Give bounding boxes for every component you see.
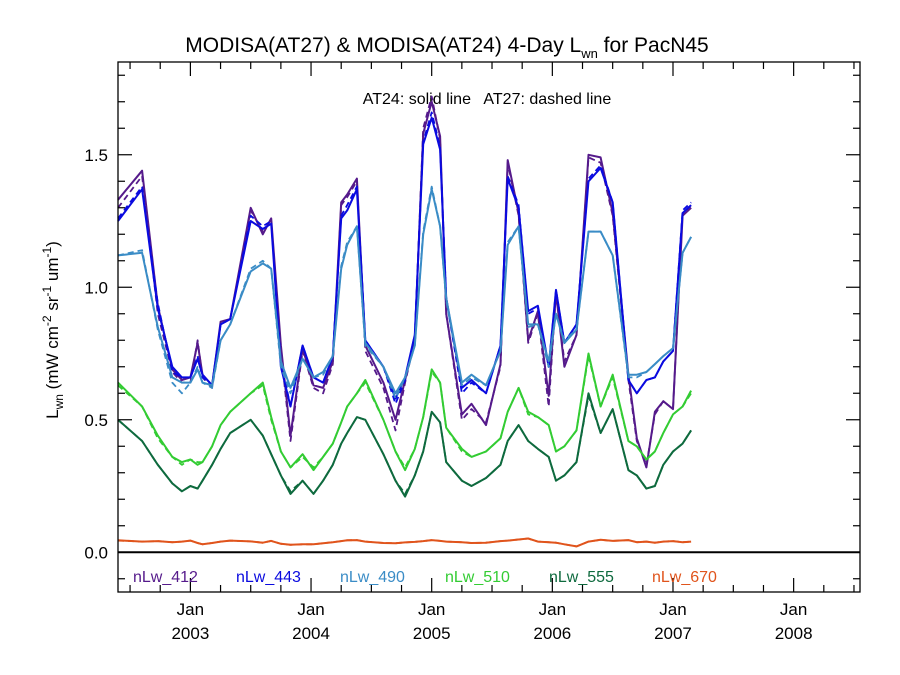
series-nLw_443-dashed-line (117, 111, 692, 408)
series-nLw_555-dashed-line (117, 394, 692, 495)
series-nLw_443-solid-line (117, 116, 692, 408)
y-tick-label: 0.0 (84, 543, 108, 562)
legend-nLw_510: nLw_510 (445, 569, 510, 586)
plot-lines (117, 95, 692, 548)
y-axis-label: Lwn (mW cm-2 sr-1 um-1) (40, 241, 66, 419)
x-tick-label-year: 2006 (533, 624, 571, 643)
chart-title-part1: MODISA(AT27) & MODISA(AT24) 4-Day L (185, 34, 581, 57)
y-tick-label: 1.0 (84, 278, 108, 297)
legend-nLw_555: nLw_555 (549, 569, 614, 586)
series-nLw_490-solid-line (117, 188, 692, 395)
series-nLw_412-dashed-line (117, 95, 692, 466)
x-tick-label-month: Jan (780, 600, 807, 619)
series-nLw_510-solid-line (117, 352, 692, 472)
series-nLw_490-dashed-line (117, 185, 692, 400)
x-tick-label-month: Jan (539, 600, 566, 619)
y-tick-label: 0.5 (84, 411, 108, 430)
series-nLw_510-dashed-line (117, 355, 692, 469)
chart-title-part2: for PacN45 (598, 34, 709, 57)
y-axis-label-units-mid2: um (43, 257, 62, 285)
series-nLw_670-dashed-line (117, 537, 692, 548)
y-axis-label-exp1: -2 (40, 315, 54, 326)
plot-frame (117, 61, 861, 593)
y-axis-label-sub: wn (52, 394, 66, 410)
x-tick-label-month: Jan (418, 600, 445, 619)
y-axis-label-exp3: -1 (40, 246, 54, 257)
x-tick-label-year: 2008 (775, 624, 813, 643)
series-nLw_412-solid-line (117, 100, 692, 469)
x-tick-label-year: 2004 (292, 624, 330, 643)
line-style-annotation: AT24: solid line AT27: dashed line (363, 91, 612, 108)
axes: 0.0 0.5 1.0 1.5 Jan 2003 Jan 2004 Jan 2005 Jan 2006… (84, 61, 861, 643)
chart-title-sub: wn (580, 46, 598, 61)
x-tick-label-year: 2005 (413, 624, 451, 643)
y-axis-label-main: L (43, 409, 62, 418)
x-tick-label-year: 2007 (654, 624, 692, 643)
x-tick-label-month: Jan (297, 600, 324, 619)
y-axis-label-units-mid: sr (43, 296, 62, 315)
legend-nLw_490: nLw_490 (340, 569, 405, 586)
y-axis-label-units-end: ) (43, 241, 62, 247)
x-tick-label-year: 2003 (171, 624, 209, 643)
legend-nLw_412: nLw_412 (133, 569, 198, 586)
y-tick-label: 1.5 (84, 146, 108, 165)
legend: nLw_412 nLw_443 nLw_490 nLw_510 nLw_555 nLw_6… (133, 569, 717, 586)
legend-nLw_443: nLw_443 (236, 569, 301, 586)
series-nLw_555-solid-line (117, 392, 692, 498)
x-tick-label-month: Jan (659, 600, 686, 619)
y-axis-label-exp2: -1 (40, 285, 54, 296)
svg-text:Lwn (mW cm-2 sr-1 um-1): Lwn (mW cm-2 sr-1 um-1) (40, 241, 66, 419)
chart-title: MODISA(AT27) & MODISA(AT24) 4-Day Lwn fo… (185, 34, 708, 61)
y-axis-label-units-open: (mW cm (43, 326, 62, 389)
x-tick-label-month: Jan (177, 600, 204, 619)
legend-nLw_670: nLw_670 (652, 569, 717, 586)
